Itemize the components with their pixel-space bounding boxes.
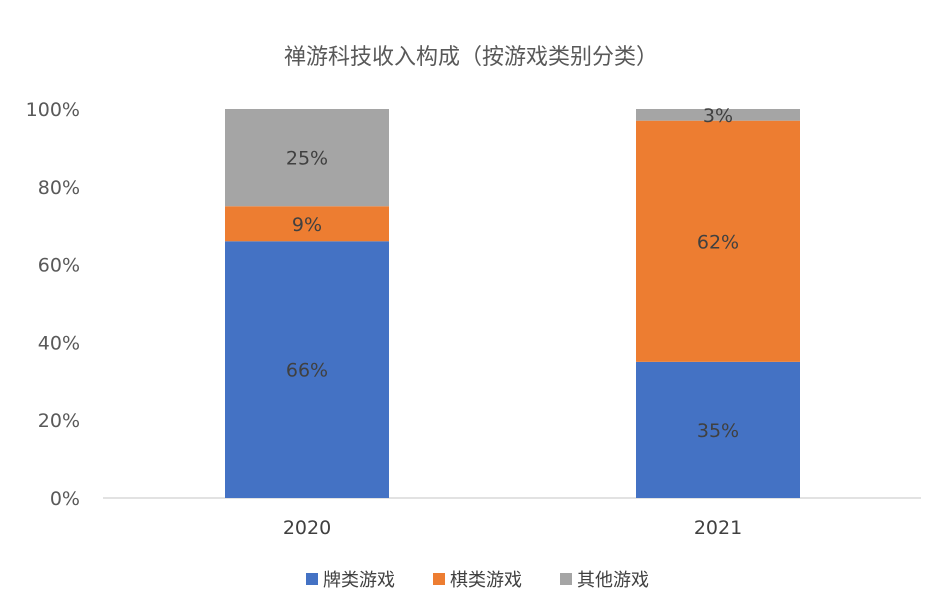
legend-swatch <box>560 573 572 585</box>
x-axis: 2020 2021 <box>283 517 742 539</box>
data-label: 3% <box>703 105 733 127</box>
x-tick-label: 2020 <box>283 517 331 539</box>
bar-segment <box>636 361 800 498</box>
y-tick-label: 80% <box>38 177 80 199</box>
legend-swatch <box>433 573 445 585</box>
y-tick-label: 100% <box>26 99 80 121</box>
x-tick-label: 2021 <box>694 517 742 539</box>
chart-title: 禅游科技收入构成（按游戏类别分类） <box>284 45 658 70</box>
legend-label: 棋类游戏 <box>450 570 522 591</box>
y-tick-label: 0% <box>50 488 80 510</box>
data-label: 66% <box>286 360 328 382</box>
legend-label: 牌类游戏 <box>323 570 395 591</box>
y-axis: 0% 20% 40% 60% 80% 100% <box>26 99 80 510</box>
bar-segment <box>225 206 389 242</box>
y-tick-label: 60% <box>38 255 80 277</box>
data-label: 25% <box>286 148 328 170</box>
y-tick-label: 40% <box>38 332 80 354</box>
data-label: 35% <box>697 420 739 442</box>
data-labels: 66% 9% 25% 35% 62% 3% <box>286 105 739 442</box>
y-tick-label: 20% <box>38 410 80 432</box>
bar-segment <box>636 120 800 362</box>
bar-segment <box>636 109 800 121</box>
legend-label: 其他游戏 <box>577 570 649 591</box>
data-label: 62% <box>697 231 739 253</box>
bars <box>225 109 800 498</box>
legend-swatch <box>306 573 318 585</box>
bar-segment <box>225 241 389 498</box>
bar-segment <box>225 109 389 207</box>
legend: 牌类游戏 棋类游戏 其他游戏 <box>306 570 649 591</box>
data-label: 9% <box>292 214 322 236</box>
